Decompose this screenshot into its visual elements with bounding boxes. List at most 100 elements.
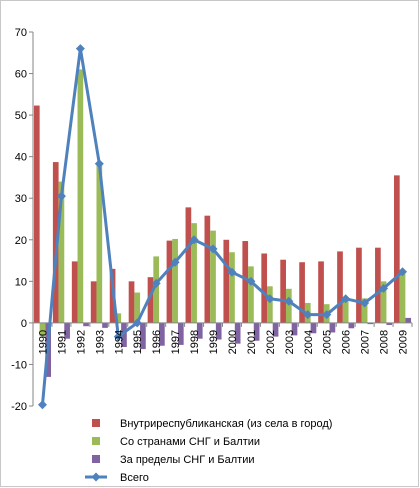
bar-1-1990 bbox=[33, 105, 40, 323]
bar-3-1994 bbox=[121, 322, 127, 347]
bar-2-2006 bbox=[342, 298, 349, 323]
total-point-2004 bbox=[303, 310, 313, 320]
total-line bbox=[37, 44, 408, 410]
x-tick-label: 2000 bbox=[227, 330, 239, 354]
bar-2-1990 bbox=[39, 322, 46, 337]
bar-3-2006 bbox=[348, 322, 355, 329]
total-point-1996 bbox=[151, 278, 161, 288]
x-tick-label: 1990 bbox=[37, 330, 49, 354]
bar-1-2002 bbox=[261, 253, 268, 323]
bar-2-1998 bbox=[191, 223, 197, 323]
bar-2-1997 bbox=[172, 238, 178, 323]
bar-3-1996 bbox=[159, 322, 165, 346]
bar-3-2008 bbox=[386, 322, 393, 325]
bar-1-1996 bbox=[147, 277, 154, 323]
bar-1-2003 bbox=[280, 259, 286, 323]
bar-1-1999 bbox=[204, 215, 211, 323]
total-point-2003 bbox=[284, 296, 294, 306]
bar-3-1999 bbox=[215, 322, 222, 340]
x-tick-label: 2007 bbox=[360, 330, 372, 354]
total-point-2005 bbox=[322, 310, 332, 320]
y-tick-label: -20 bbox=[11, 401, 27, 413]
y-axis: -20 -10 0 10 20 30 40 50 60 70 bbox=[11, 27, 34, 413]
total-point-1999 bbox=[208, 244, 218, 254]
total-point-1993 bbox=[94, 159, 104, 169]
total-point-1990 bbox=[37, 400, 47, 410]
bar-1-2001 bbox=[242, 241, 249, 323]
bar-1-2005 bbox=[318, 261, 324, 323]
bar-1-2009 bbox=[393, 175, 400, 323]
legend-label: За пределы СНГ и Балтии bbox=[120, 454, 255, 466]
bar-3-2002 bbox=[272, 322, 279, 337]
bar-3-1997 bbox=[177, 322, 184, 345]
total-point-2001 bbox=[246, 276, 256, 286]
bar-2-1996 bbox=[153, 256, 160, 323]
total-point-2002 bbox=[265, 294, 275, 304]
total-point-1994 bbox=[113, 332, 123, 342]
total-point-2000 bbox=[227, 267, 237, 277]
total-point-2008 bbox=[379, 283, 389, 293]
bar-1-1997 bbox=[166, 240, 173, 323]
bar-2-2008 bbox=[380, 281, 387, 323]
bar-2-1999 bbox=[210, 230, 216, 323]
y-tick-label: 50 bbox=[15, 110, 27, 122]
legend-marker bbox=[91, 472, 101, 482]
legend: Внутриреспубликанская (из села в город) С… bbox=[85, 418, 332, 484]
x-tick-label: 2002 bbox=[265, 330, 277, 354]
x-tick-label: 2004 bbox=[303, 330, 315, 354]
x-axis bbox=[32, 322, 413, 327]
bar-1-1995 bbox=[128, 281, 135, 323]
bar-2-2007 bbox=[361, 298, 368, 323]
x-tick-label: 1997 bbox=[170, 330, 182, 354]
x-tick-label: 1991 bbox=[56, 330, 68, 354]
total-series-line bbox=[40, 47, 404, 405]
bar-2-2000 bbox=[229, 252, 235, 323]
x-tick-label: 1998 bbox=[189, 330, 201, 354]
total-point-1995 bbox=[132, 318, 142, 328]
x-tick-label: 2006 bbox=[341, 330, 353, 354]
x-tick-label: 2009 bbox=[398, 330, 410, 354]
bar-3-1992 bbox=[83, 322, 89, 327]
x-tick-label: 2008 bbox=[379, 330, 391, 354]
bar-3-1998 bbox=[196, 322, 203, 339]
x-tick-label: 1996 bbox=[151, 330, 163, 354]
bar-3-1995 bbox=[140, 322, 146, 350]
legend-label: Всего bbox=[120, 472, 149, 484]
legend-label: Внутриреспубликанская (из села в город) bbox=[120, 418, 332, 430]
total-point-2007 bbox=[360, 298, 370, 308]
bar-2-1995 bbox=[134, 292, 141, 323]
bar-1-2006 bbox=[337, 251, 343, 323]
bar-3-2003 bbox=[291, 322, 298, 336]
x-tick-label: 1994 bbox=[113, 330, 125, 354]
bar-2-2002 bbox=[267, 286, 273, 323]
y-tick-label: 10 bbox=[15, 276, 27, 288]
bar-2-1992 bbox=[77, 69, 84, 323]
bar-1-1993 bbox=[90, 281, 97, 323]
y-tick-label: 40 bbox=[15, 152, 27, 164]
y-tick-label: 60 bbox=[15, 69, 27, 81]
bar-1-2004 bbox=[299, 262, 305, 323]
y-tick-label: -10 bbox=[11, 359, 27, 371]
total-point-1992 bbox=[75, 44, 85, 54]
y-tick-label: 0 bbox=[21, 318, 27, 330]
x-tick-label: 1995 bbox=[132, 330, 144, 354]
bar-2-1994 bbox=[115, 313, 122, 323]
bar-1-2000 bbox=[223, 239, 230, 323]
x-tick-label: 1992 bbox=[75, 330, 87, 354]
bar-2-2009 bbox=[399, 273, 406, 323]
total-point-1991 bbox=[56, 191, 66, 201]
bar-3-2000 bbox=[234, 322, 241, 344]
bar-2-2001 bbox=[248, 266, 254, 323]
bar-3-2004 bbox=[310, 322, 317, 334]
bar-2-1993 bbox=[96, 162, 103, 323]
y-tick-label: 30 bbox=[15, 193, 27, 205]
x-tick-label: 2003 bbox=[284, 330, 296, 354]
y-tick-label: 70 bbox=[15, 27, 27, 39]
bar-3-2007 bbox=[367, 322, 374, 325]
bar-3-1993 bbox=[102, 322, 108, 328]
x-tick-label: 2005 bbox=[322, 330, 334, 354]
x-tick-labels: 1990 1991 1992 1993 1994 1995 1996 1997 1998 1999… bbox=[37, 330, 409, 354]
total-point-1997 bbox=[170, 257, 180, 267]
total-point-1998 bbox=[189, 235, 199, 245]
